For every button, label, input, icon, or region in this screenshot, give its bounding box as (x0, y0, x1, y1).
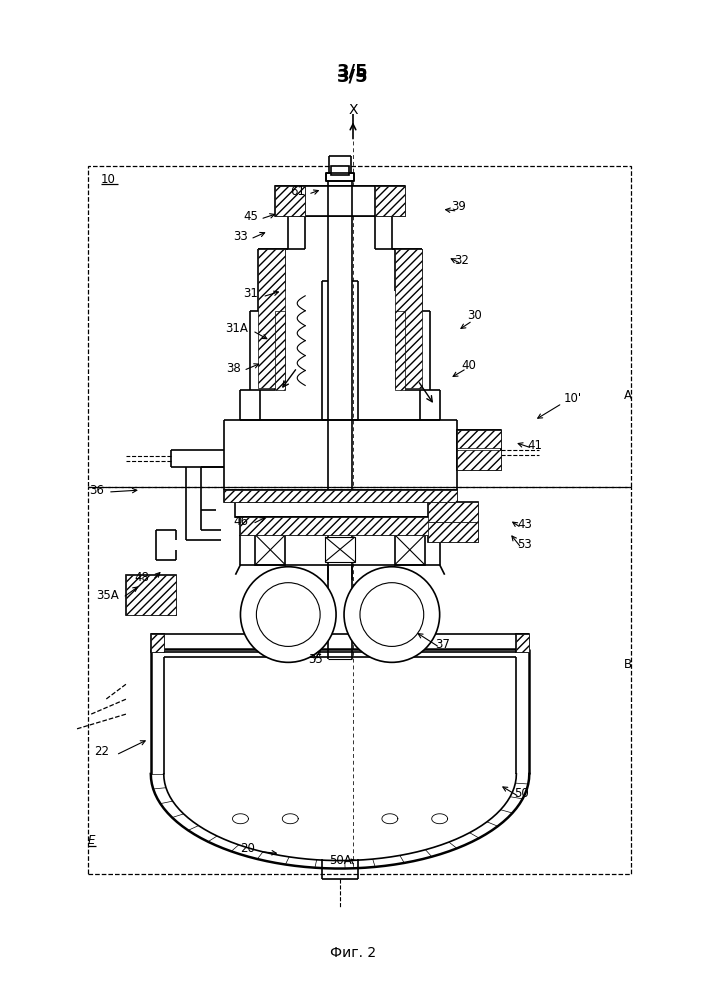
Bar (151, 634, 164, 652)
Text: 36: 36 (89, 484, 104, 497)
Bar (375, 186, 405, 216)
Text: 61: 61 (290, 185, 305, 198)
Bar (428, 522, 477, 542)
Text: 22: 22 (94, 745, 109, 758)
Text: Фиг. 2: Фиг. 2 (330, 946, 376, 960)
Bar (395, 311, 405, 390)
Text: E: E (88, 834, 95, 847)
Bar (258, 249, 285, 388)
Text: 35: 35 (308, 653, 323, 666)
Text: 50: 50 (515, 787, 529, 800)
Circle shape (360, 583, 423, 646)
Bar (126, 575, 176, 615)
Bar (223, 490, 457, 502)
Bar (457, 430, 501, 448)
Circle shape (344, 567, 440, 662)
Bar (325, 537, 355, 562)
Bar (240, 517, 440, 535)
Text: 32: 32 (455, 254, 469, 267)
Text: 3/5: 3/5 (337, 63, 369, 81)
Text: 39: 39 (452, 200, 467, 213)
Text: 41: 41 (527, 439, 542, 452)
Text: 31A: 31A (226, 322, 248, 335)
Text: 37: 37 (435, 638, 450, 651)
Bar (151, 634, 164, 652)
Bar (395, 535, 425, 565)
Bar (223, 490, 457, 502)
Text: 20: 20 (240, 842, 255, 855)
Bar (457, 430, 501, 470)
Bar (305, 186, 375, 216)
Bar (235, 502, 445, 517)
Bar (255, 535, 285, 565)
Circle shape (240, 567, 336, 662)
Circle shape (257, 583, 320, 646)
Text: 50A: 50A (329, 854, 352, 867)
Text: 30: 30 (467, 309, 482, 322)
Text: X: X (349, 103, 358, 117)
Text: 38: 38 (226, 362, 240, 375)
Bar (457, 450, 501, 470)
Bar (428, 502, 477, 522)
Bar (240, 517, 440, 535)
Bar (516, 634, 530, 652)
Bar (428, 502, 477, 542)
Text: 45: 45 (243, 210, 258, 223)
Text: A: A (624, 389, 632, 402)
Bar (88, 487, 631, 874)
Bar (331, 166, 349, 175)
Text: 3/5: 3/5 (337, 68, 369, 86)
Text: 33: 33 (234, 230, 248, 243)
Bar (88, 166, 631, 487)
Text: 46: 46 (233, 515, 248, 528)
Text: B: B (624, 658, 632, 671)
Bar (516, 634, 530, 652)
Text: 53: 53 (518, 538, 532, 551)
Text: 31: 31 (243, 287, 258, 300)
Bar (126, 575, 176, 615)
Text: 10': 10' (564, 392, 583, 405)
Text: 40: 40 (462, 359, 477, 372)
Bar (275, 186, 405, 216)
Text: 48: 48 (134, 571, 148, 584)
Text: 10: 10 (101, 173, 116, 186)
Text: 43: 43 (518, 518, 532, 531)
Bar (326, 173, 354, 181)
Bar (395, 249, 422, 388)
Text: 35A: 35A (96, 589, 119, 602)
Bar (275, 311, 285, 390)
Bar (275, 186, 305, 216)
